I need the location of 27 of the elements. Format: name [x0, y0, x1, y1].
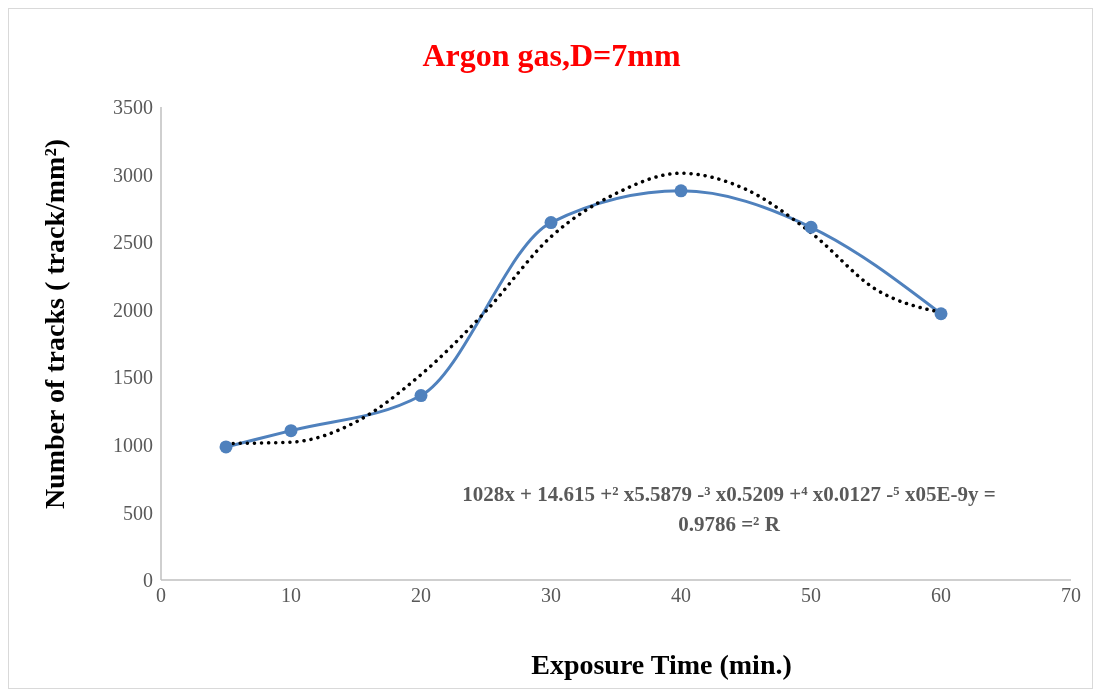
x-tick-label: 50	[801, 584, 821, 607]
y-tick-label: 2000	[113, 298, 153, 321]
x-tick-label: 10	[281, 584, 301, 607]
point	[804, 220, 818, 234]
x-tick-label: 30	[541, 584, 561, 607]
y-tick-label: 0	[143, 569, 153, 592]
point	[219, 440, 233, 454]
x-tick-label: 20	[411, 584, 431, 607]
y-tick-label: 500	[123, 501, 153, 524]
x-axis-title: Exposure Time (min.)	[530, 649, 793, 681]
point	[414, 389, 428, 403]
point	[544, 216, 558, 230]
y-axis-title: Number of tracks ( track/mm²)	[39, 138, 71, 510]
y-tick-label: 3000	[113, 163, 153, 186]
annotation: 0.9786 =² R	[677, 511, 781, 538]
annotation: 1028x + 14.615 +² x5.5879 -³ x0.5209 +⁴ x0.0127 -⁵ x05E-9y =	[461, 481, 997, 508]
y-tick-label: 3500	[113, 96, 153, 119]
x-tick-label: 70	[1061, 584, 1081, 607]
x-tick-label: 60	[931, 584, 951, 607]
point	[674, 184, 688, 198]
y-tick-label: 1000	[113, 433, 153, 456]
y-tick-label: 2500	[113, 231, 153, 254]
y-tick-label: 1500	[113, 366, 153, 389]
point	[284, 424, 298, 438]
x-tick-label: 40	[671, 584, 691, 607]
point	[934, 307, 948, 321]
chart-title: Argon gas,D=7mm	[421, 37, 682, 74]
